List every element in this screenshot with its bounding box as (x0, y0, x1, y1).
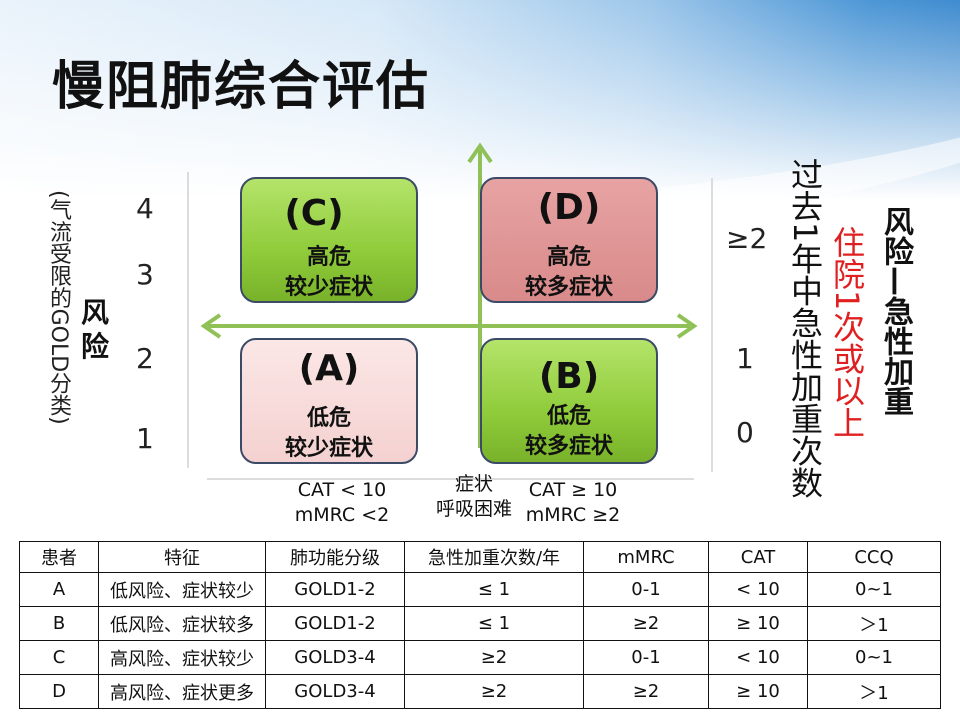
quadrant-d: (D) 高危 较多症状 (480, 177, 658, 303)
x-label-high: CAT ≥ 10 mMRC ≥2 (513, 478, 633, 528)
bottom-frame-line (207, 478, 694, 480)
gold-classification-label: (气流受限的GOLD分类) (46, 190, 71, 425)
quadrant-d-letter: (D) (537, 187, 601, 228)
quadrant-b-symptoms: 较多症状 (524, 434, 613, 459)
quadrant-c: (C) 高危 较少症状 (240, 177, 418, 303)
right-arrowhead (676, 313, 698, 339)
quadrant-b-risk: 低危 (546, 404, 591, 429)
table-cell: GOLD1-2 (265, 606, 405, 641)
table-cell: ≤ 1 (404, 606, 584, 641)
left-tick-4: 4 (136, 192, 154, 225)
left-tick-1: 1 (136, 422, 154, 455)
table-cell: ≥2 (583, 606, 709, 641)
assessment-table: 患者 特征 肺功能分级 急性加重次数/年 mMRC CAT CCQ A 低风险、… (19, 541, 941, 709)
table-cell: < 10 (708, 640, 808, 675)
x-label-symptoms: 症状 呼吸困难 (424, 472, 524, 522)
table-cell: GOLD3-4 (265, 674, 405, 709)
exacerbation-risk-label: 风险—急性加重 (878, 206, 913, 416)
quadrant-a-symptoms: 较少症状 (284, 436, 373, 461)
table-cell: ＞1 (807, 606, 941, 641)
left-arrowhead (200, 313, 222, 339)
right-tick-2plus: ≥2 (726, 222, 768, 255)
table-cell: 0~1 (807, 640, 941, 675)
x-label-symptoms-word: 症状 (454, 473, 493, 495)
table-cell: B (19, 606, 99, 641)
table-cell: C (19, 640, 99, 675)
table-cell: ≥2 (583, 674, 709, 709)
table-cell: GOLD3-4 (265, 640, 405, 675)
table-cell: 0-1 (583, 640, 709, 675)
quadrant-b-letter: (B) (538, 356, 600, 397)
table-cell: 0-1 (583, 572, 709, 607)
table-cell: 高风险、症状更多 (98, 674, 266, 709)
left-frame-line (187, 172, 189, 468)
right-tick-0: 0 (736, 416, 754, 449)
quadrant-d-symptoms: 较多症状 (524, 275, 613, 300)
table-row: C 高风险、症状较少 GOLD3-4 ≥2 0-1 < 10 0~1 (19, 640, 941, 675)
table-cell: A (19, 572, 99, 607)
table-row: D 高风险、症状更多 GOLD3-4 ≥2 ≥2 ≥ 10 ＞1 (19, 674, 941, 709)
quadrant-a-risk: 低危 (306, 406, 351, 431)
x-label-low: CAT < 10 mMRC <2 (282, 478, 402, 528)
table-cell: 高风险、症状较少 (98, 640, 266, 675)
x-label-high-cat: CAT ≥ 10 (528, 479, 618, 501)
x-label-high-mmrc: mMRC ≥2 (525, 504, 621, 526)
x-label-dyspnea-word: 呼吸困难 (435, 498, 512, 520)
table-cell: ≥2 (404, 640, 584, 675)
table-cell: ≥ 10 (708, 674, 808, 709)
table-header-cell: 特征 (98, 541, 266, 573)
table-header-cell: CAT (708, 541, 808, 573)
table-header-cell: 患者 (19, 541, 99, 573)
table-cell: 低风险、症状较多 (98, 606, 266, 641)
x-label-low-cat: CAT < 10 (297, 479, 387, 501)
table-cell: ≤ 1 (404, 572, 584, 607)
risk-label: 风险 (80, 296, 109, 363)
quadrant-c-risk: 高危 (306, 245, 351, 270)
right-frame-line (711, 178, 713, 472)
table-header-cell: 肺功能分级 (265, 541, 405, 573)
table-cell: ≥ 10 (708, 606, 808, 641)
quadrant-c-letter: (C) (284, 193, 344, 234)
right-tick-1: 1 (736, 342, 754, 375)
left-tick-3: 3 (136, 258, 154, 291)
table-header-cell: mMRC (583, 541, 709, 573)
quadrant-b: (B) 低危 较多症状 (480, 338, 658, 464)
table-cell: 0~1 (807, 572, 941, 607)
hospitalization-label: 住院1次或以上 (828, 226, 866, 439)
table-cell: < 10 (708, 572, 808, 607)
left-tick-2: 2 (136, 342, 154, 375)
table-cell: ≥2 (404, 674, 584, 709)
table-header-row: 患者 特征 肺功能分级 急性加重次数/年 mMRC CAT CCQ (19, 541, 941, 573)
quadrant-a: (A) 低危 较少症状 (240, 338, 418, 464)
quadrant-c-symptoms: 较少症状 (284, 275, 373, 300)
table-cell: D (19, 674, 99, 709)
table-row: B 低风险、症状较多 GOLD1-2 ≤ 1 ≥2 ≥ 10 ＞1 (19, 606, 941, 641)
table-cell: 低风险、症状较少 (98, 572, 266, 607)
table-cell: ＞1 (807, 674, 941, 709)
table-row: A 低风险、症状较少 GOLD1-2 ≤ 1 0-1 < 10 0~1 (19, 572, 941, 607)
slide-title: 慢阻肺综合评估 (52, 57, 431, 117)
quadrant-a-letter: (A) (298, 348, 360, 389)
table-header-cell: CCQ (807, 541, 941, 573)
table-cell: GOLD1-2 (265, 572, 405, 607)
x-label-low-mmrc: mMRC <2 (294, 504, 390, 526)
table-header-cell: 急性加重次数/年 (404, 541, 584, 573)
up-arrowhead (467, 142, 493, 164)
quadrant-d-risk: 高危 (546, 245, 591, 270)
exacerbation-count-label: 过去1年中急性加重次数 (786, 158, 824, 499)
